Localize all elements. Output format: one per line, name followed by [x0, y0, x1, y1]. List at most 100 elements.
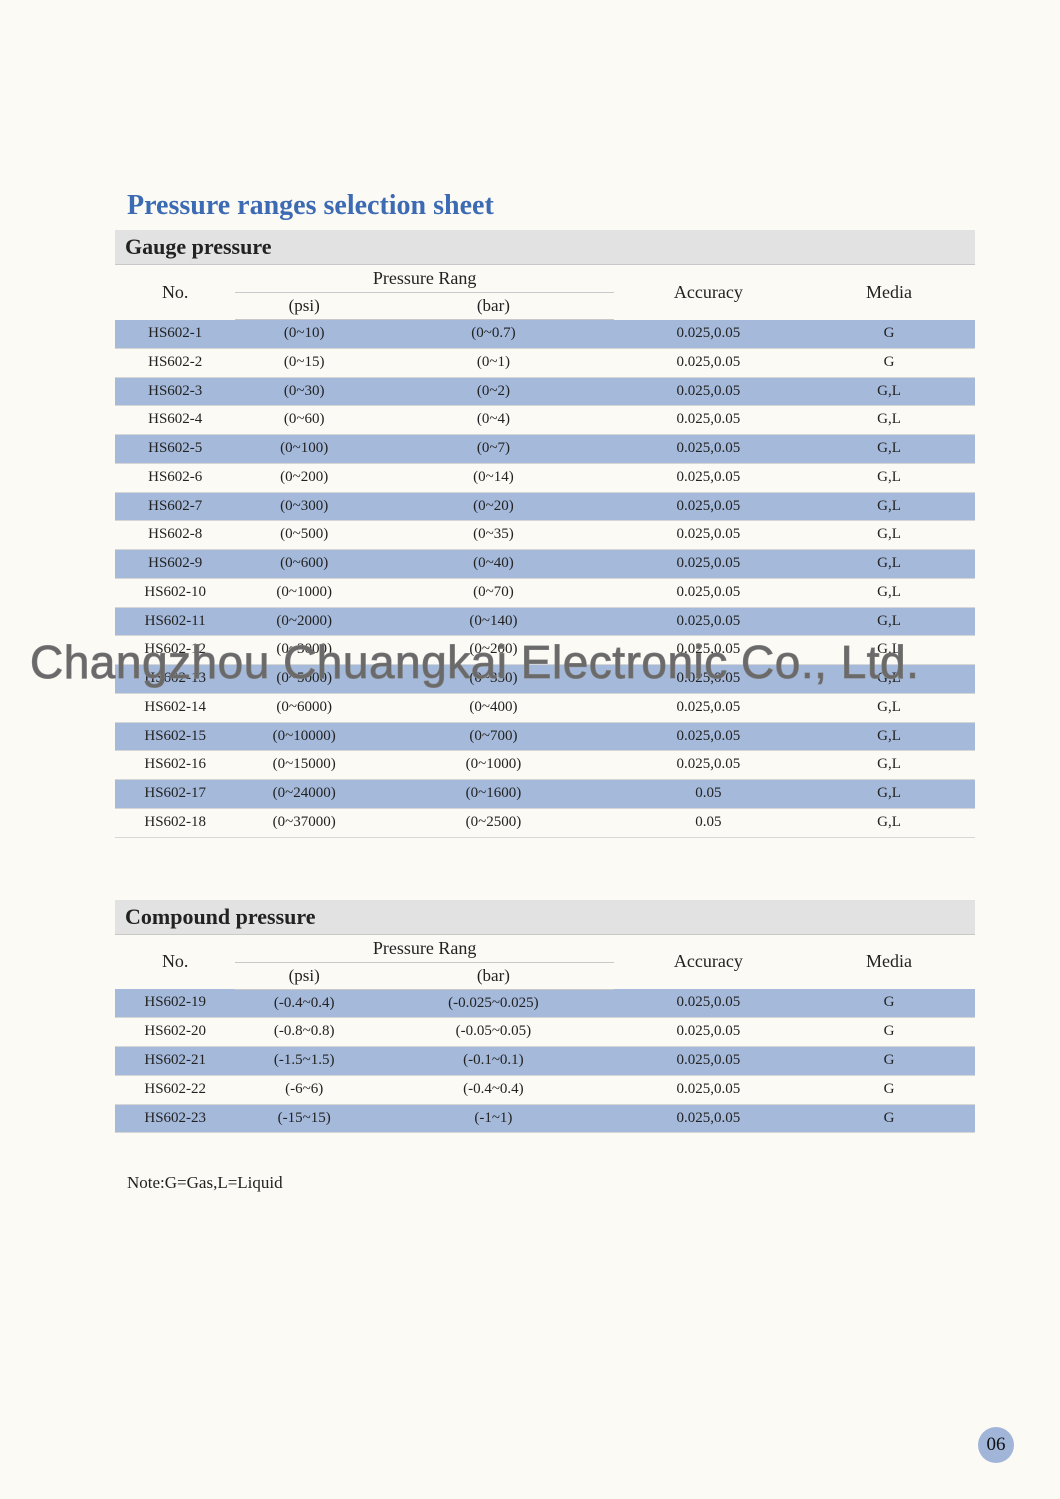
cell-psi: (0~200) [235, 463, 373, 492]
cell-no: HS602-12 [115, 636, 235, 665]
col-subheader-psi: (psi) [235, 293, 373, 320]
cell-no: HS602-14 [115, 693, 235, 722]
cell-psi: (0~6000) [235, 693, 373, 722]
cell-psi: (0~5000) [235, 665, 373, 694]
col-header-range: Pressure Rang [235, 265, 613, 293]
footnote: Note:G=Gas,L=Liquid [127, 1173, 975, 1193]
table-row: HS602-12(0~3000)(0~200)0.025,0.05G,L [115, 636, 975, 665]
cell-no: HS602-4 [115, 406, 235, 435]
cell-media: G,L [803, 780, 975, 809]
col-subheader-psi: (psi) [235, 962, 373, 989]
table-row: HS602-17(0~24000)(0~1600)0.05G,L [115, 780, 975, 809]
cell-accuracy: 0.025,0.05 [614, 348, 803, 377]
cell-bar: (0~7) [373, 435, 614, 464]
cell-no: HS602-1 [115, 320, 235, 349]
table-row: HS602-14(0~6000)(0~400)0.025,0.05G,L [115, 693, 975, 722]
table-row: HS602-1(0~10)(0~0.7)0.025,0.05G [115, 320, 975, 349]
cell-bar: (0~2500) [373, 808, 614, 837]
cell-accuracy: 0.025,0.05 [614, 550, 803, 579]
cell-psi: (0~500) [235, 521, 373, 550]
cell-no: HS602-17 [115, 780, 235, 809]
cell-media: G,L [803, 636, 975, 665]
cell-no: HS602-5 [115, 435, 235, 464]
compound-table-body: HS602-19(-0.4~0.4)(-0.025~0.025)0.025,0.… [115, 989, 975, 1133]
cell-psi: (0~37000) [235, 808, 373, 837]
cell-psi: (0~10) [235, 320, 373, 349]
gauge-pressure-table: No. Pressure Rang Accuracy Media (psi) (… [115, 265, 975, 838]
cell-psi: (0~300) [235, 492, 373, 521]
table-row: HS602-7(0~300)(0~20)0.025,0.05G,L [115, 492, 975, 521]
table-row: HS602-23(-15~15)(-1~1)0.025,0.05G [115, 1104, 975, 1133]
cell-accuracy: 0.025,0.05 [614, 1018, 803, 1047]
cell-bar: (0~0.7) [373, 320, 614, 349]
table-row: HS602-10(0~1000)(0~70)0.025,0.05G,L [115, 578, 975, 607]
cell-no: HS602-16 [115, 751, 235, 780]
cell-media: G [803, 1075, 975, 1104]
cell-accuracy: 0.025,0.05 [614, 636, 803, 665]
table-row: HS602-15(0~10000)(0~700)0.025,0.05G,L [115, 722, 975, 751]
cell-media: G [803, 1104, 975, 1133]
cell-media: G,L [803, 463, 975, 492]
cell-accuracy: 0.025,0.05 [614, 1104, 803, 1133]
cell-bar: (0~140) [373, 607, 614, 636]
section-heading-compound: Compound pressure [115, 900, 975, 935]
cell-no: HS602-13 [115, 665, 235, 694]
cell-bar: (-0.025~0.025) [373, 989, 614, 1018]
compound-pressure-section: Compound pressure No. Pressure Rang Accu… [115, 900, 975, 1134]
cell-accuracy: 0.025,0.05 [614, 492, 803, 521]
page-number-badge: 06 [978, 1427, 1014, 1463]
cell-bar: (0~700) [373, 722, 614, 751]
cell-accuracy: 0.025,0.05 [614, 665, 803, 694]
cell-media: G [803, 1018, 975, 1047]
cell-no: HS602-18 [115, 808, 235, 837]
cell-psi: (-6~6) [235, 1075, 373, 1104]
cell-media: G,L [803, 521, 975, 550]
section-heading-gauge: Gauge pressure [115, 230, 975, 265]
cell-bar: (0~20) [373, 492, 614, 521]
cell-no: HS602-20 [115, 1018, 235, 1047]
table-row: HS602-19(-0.4~0.4)(-0.025~0.025)0.025,0.… [115, 989, 975, 1018]
col-header-accuracy: Accuracy [614, 265, 803, 320]
col-header-no: No. [115, 265, 235, 320]
cell-psi: (-0.8~0.8) [235, 1018, 373, 1047]
table-row: HS602-18(0~37000)(0~2500)0.05G,L [115, 808, 975, 837]
table-row: HS602-9(0~600)(0~40)0.025,0.05G,L [115, 550, 975, 579]
table-row: HS602-6(0~200)(0~14)0.025,0.05G,L [115, 463, 975, 492]
table-row: HS602-21(-1.5~1.5)(-0.1~0.1)0.025,0.05G [115, 1047, 975, 1076]
cell-bar: (0~70) [373, 578, 614, 607]
cell-no: HS602-21 [115, 1047, 235, 1076]
cell-no: HS602-23 [115, 1104, 235, 1133]
cell-bar: (0~400) [373, 693, 614, 722]
cell-media: G [803, 348, 975, 377]
cell-bar: (0~35) [373, 521, 614, 550]
cell-psi: (0~15000) [235, 751, 373, 780]
table-row: HS602-13(0~5000)(0~350)0.025,0.05G,L [115, 665, 975, 694]
gauge-table-body: HS602-1(0~10)(0~0.7)0.025,0.05GHS602-2(0… [115, 320, 975, 838]
cell-media: G,L [803, 550, 975, 579]
compound-pressure-table: No. Pressure Rang Accuracy Media (psi) (… [115, 935, 975, 1134]
cell-accuracy: 0.025,0.05 [614, 722, 803, 751]
cell-accuracy: 0.025,0.05 [614, 320, 803, 349]
cell-bar: (-1~1) [373, 1104, 614, 1133]
cell-bar: (0~200) [373, 636, 614, 665]
cell-bar: (0~4) [373, 406, 614, 435]
cell-psi: (-15~15) [235, 1104, 373, 1133]
page-title: Pressure ranges selection sheet [127, 190, 975, 222]
cell-bar: (0~1600) [373, 780, 614, 809]
cell-accuracy: 0.025,0.05 [614, 1075, 803, 1104]
cell-media: G,L [803, 406, 975, 435]
cell-accuracy: 0.025,0.05 [614, 751, 803, 780]
cell-psi: (0~30) [235, 377, 373, 406]
cell-no: HS602-19 [115, 989, 235, 1018]
col-header-media: Media [803, 935, 975, 990]
cell-media: G,L [803, 435, 975, 464]
cell-psi: (0~10000) [235, 722, 373, 751]
cell-media: G [803, 320, 975, 349]
cell-accuracy: 0.025,0.05 [614, 607, 803, 636]
table-row: HS602-11(0~2000)(0~140)0.025,0.05G,L [115, 607, 975, 636]
cell-accuracy: 0.025,0.05 [614, 377, 803, 406]
cell-no: HS602-2 [115, 348, 235, 377]
cell-accuracy: 0.025,0.05 [614, 406, 803, 435]
cell-accuracy: 0.025,0.05 [614, 1047, 803, 1076]
cell-accuracy: 0.05 [614, 780, 803, 809]
